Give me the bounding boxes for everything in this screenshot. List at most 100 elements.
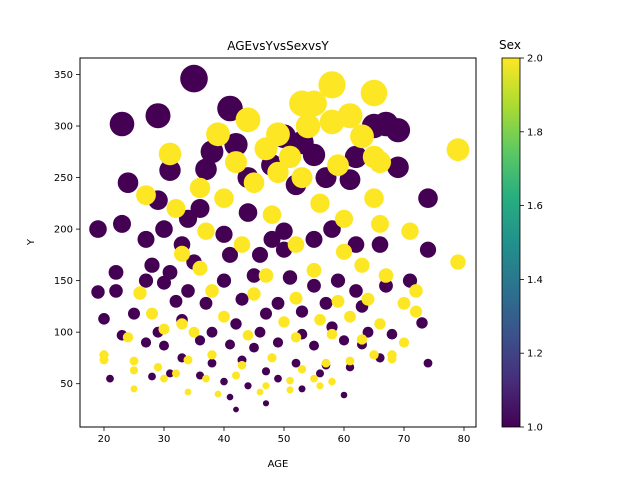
data-point-sex1-82 (272, 337, 284, 348)
data-point-sex2-60 (290, 332, 302, 343)
data-point-sex2-89 (256, 388, 264, 396)
data-point-sex2-93 (450, 254, 466, 270)
data-point-sex1-57 (169, 294, 183, 308)
data-point-sex1-103 (226, 393, 234, 401)
data-point-sex2-86 (160, 374, 168, 383)
plot-frame (79, 57, 477, 428)
data-point-sex1-18 (387, 156, 409, 179)
data-point-sex1-50 (216, 273, 232, 288)
data-point-sex2-43 (205, 284, 219, 298)
data-point-sex2-78 (172, 369, 180, 378)
x-axis: 20 30 40 50 60 70 80 (98, 427, 471, 445)
data-point-sex2-92 (446, 138, 470, 162)
data-point-sex2-80 (232, 371, 240, 380)
data-point-sex2-51 (218, 310, 230, 323)
data-point-sex2-30 (401, 222, 419, 240)
data-point-sex1-94 (106, 374, 114, 383)
data-point-sex1-69 (230, 318, 242, 330)
data-point-sex1-86 (207, 358, 217, 368)
y-tick-label: 200 (54, 225, 73, 236)
data-point-sex1-46 (109, 284, 123, 298)
data-point-sex1-39 (371, 236, 389, 253)
data-point-sex2-40 (378, 268, 394, 283)
data-point-sex2-65 (129, 356, 139, 366)
data-point-sex2-49 (146, 307, 158, 320)
data-point-sex1-26 (113, 214, 131, 233)
data-point-sex1-68 (206, 326, 218, 338)
data-point-sex2-53 (314, 314, 326, 326)
data-point-sex2-36 (192, 260, 208, 276)
data-point-sex2-81 (262, 382, 270, 390)
data-point-sex1-35 (252, 246, 268, 263)
data-point-sex1-13 (159, 159, 181, 181)
colorbar-tick-label: 1.4 (527, 275, 543, 286)
data-point-sex2-34 (335, 243, 353, 260)
data-point-sex2-28 (334, 209, 354, 228)
data-point-sex1-3 (217, 95, 243, 122)
colorbar-tick-label: 1.2 (527, 349, 543, 360)
data-point-sex2-88 (214, 390, 222, 398)
data-point-sex2-31 (197, 222, 215, 240)
x-axis-label: AGE (268, 459, 289, 470)
data-point-sex1-105 (233, 406, 239, 413)
data-point-sex2-61 (326, 328, 338, 340)
y-tick-label: 100 (54, 328, 73, 339)
data-point-sex1-74 (386, 328, 398, 340)
data-point-sex1-101 (298, 385, 306, 393)
colorbar-tick-label: 1.0 (527, 423, 543, 434)
data-point-sex1-88 (261, 367, 271, 376)
data-point-sex1-12 (117, 172, 139, 193)
data-point-sex1-91 (345, 363, 355, 372)
data-point-sex2-10 (350, 124, 374, 149)
x-tick-label: 70 (398, 434, 411, 445)
data-point-sex2-37 (258, 268, 274, 283)
data-point-sex1-65 (128, 307, 140, 320)
data-point-sex1-32 (275, 222, 293, 240)
data-point-sex2-67 (183, 355, 193, 365)
data-point-sex1-33 (305, 230, 323, 248)
data-point-sex2-24 (364, 188, 384, 208)
data-point-sex1-99 (244, 382, 252, 390)
y-tick-label: 50 (60, 379, 73, 390)
data-point-sex1-53 (307, 278, 321, 293)
data-point-sex1-0 (180, 64, 208, 93)
x-tick-label: 50 (278, 434, 291, 445)
data-point-sex2-21 (189, 177, 211, 199)
data-point-sex2-27 (262, 205, 282, 224)
data-point-sex2-71 (297, 365, 307, 374)
y-tick-label: 250 (54, 173, 73, 184)
data-point-sex2-66 (153, 363, 163, 372)
data-point-sex1-11 (302, 143, 326, 167)
data-point-sex1-59 (235, 292, 249, 306)
data-point-sex1-98 (220, 377, 228, 386)
data-point-sex1-51 (246, 268, 262, 283)
data-point-sex1-64 (98, 313, 110, 325)
data-point-sex1-97 (196, 371, 204, 380)
data-point-sex2-83 (310, 374, 318, 383)
y-tick-label: 350 (54, 70, 73, 81)
x-tick-label: 80 (458, 434, 471, 445)
data-point-sex1-1 (145, 103, 171, 129)
data-point-sex2-22 (136, 185, 156, 206)
data-point-sex1-109 (330, 273, 346, 288)
data-point-sex2-26 (166, 199, 186, 218)
data-point-sex2-7 (295, 113, 321, 139)
data-point-sex2-13 (254, 137, 278, 161)
data-point-sex2-95 (409, 305, 423, 318)
colorbar-axis: 1.0 1.2 1.4 1.6 1.8 2.0 (520, 54, 543, 434)
data-point-sex1-73 (362, 326, 374, 338)
data-point-sex2-42 (133, 286, 147, 300)
data-point-sex1-38 (347, 236, 365, 253)
data-point-sex2-3 (289, 90, 315, 117)
data-point-sex2-32 (233, 236, 251, 253)
data-point-sex2-57 (158, 323, 170, 335)
data-point-sex2-4 (235, 107, 261, 133)
data-point-sex2-18 (267, 161, 289, 184)
data-point-sex2-59 (242, 330, 254, 341)
data-point-sex2-15 (225, 151, 247, 174)
colorbar-tick-label: 1.8 (527, 127, 543, 138)
y-tick-label: 150 (54, 276, 73, 287)
data-point-sex2-55 (374, 318, 386, 330)
data-point-sex2-6 (319, 109, 345, 135)
data-point-sex2-47 (361, 292, 375, 306)
